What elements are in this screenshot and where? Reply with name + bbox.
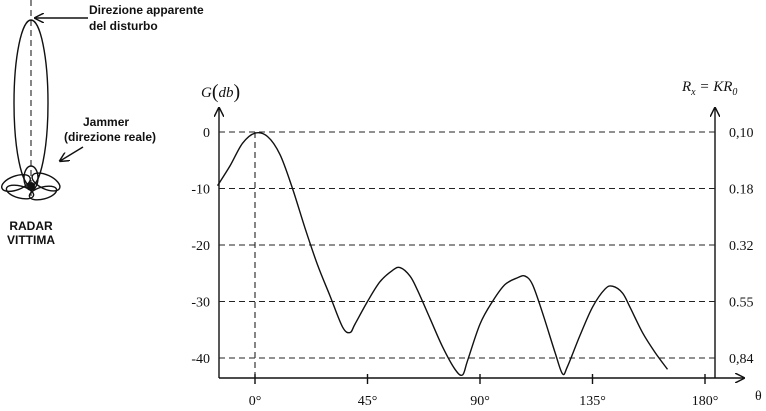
x-tick-label: 0° <box>249 394 262 409</box>
x-tick-label: 135° <box>579 394 606 409</box>
jammer-label-1: Jammer <box>83 115 129 129</box>
gain-series-line <box>216 131 669 377</box>
right-tick-label: 0.55 <box>729 296 754 311</box>
apparent-direction-label-1: Direzione apparente <box>89 3 204 17</box>
side-lobe <box>31 172 61 192</box>
right-tick-label: 0.18 <box>729 183 754 198</box>
gridlines <box>219 131 715 359</box>
x-tick-label: 45° <box>358 394 378 409</box>
x-tick-label: 180° <box>692 394 719 409</box>
radar-label-1: RADAR <box>9 219 53 233</box>
x-tick-labels: 0° 45° 90° 135° 180° <box>249 374 719 409</box>
jammer-label-2: (direzione reale) <box>64 130 156 144</box>
right-tick-labels: 0,10 0.18 0.32 0.55 0,84 <box>729 126 754 367</box>
left-tick-label: -40 <box>191 352 210 367</box>
gain-chart: G(db) Rx = KR0 θ 0-10-20-30-40 0,100.180… <box>191 79 762 409</box>
x-axis-label: θ <box>755 389 762 404</box>
left-tick-label: -10 <box>191 183 210 198</box>
left-axis-label: G(db) <box>201 81 240 103</box>
right-tick-label: 0,10 <box>729 126 754 141</box>
apparent-direction-label-2: del disturbo <box>89 19 158 33</box>
jammer-arrow <box>60 146 84 161</box>
side-lobe <box>5 184 35 200</box>
right-tick-label: 0,84 <box>729 352 754 367</box>
right-tick-label: 0.32 <box>729 239 754 254</box>
radar-diagram: Direzione apparente del disturbo Jammer … <box>1 0 204 247</box>
left-tick-labels: 0 -10 -20 -30 -40 <box>191 126 210 367</box>
x-tick-label: 90° <box>470 394 490 409</box>
right-axis-label: Rx = KR0 <box>681 79 737 98</box>
left-tick-label: -20 <box>191 239 210 254</box>
side-lobe <box>28 185 58 201</box>
left-tick-label: 0 <box>203 126 210 141</box>
radar-dot <box>27 182 35 190</box>
left-tick-label: -30 <box>191 296 210 311</box>
radar-label-2: VITTIMA <box>7 233 55 247</box>
side-lobe <box>1 173 31 193</box>
